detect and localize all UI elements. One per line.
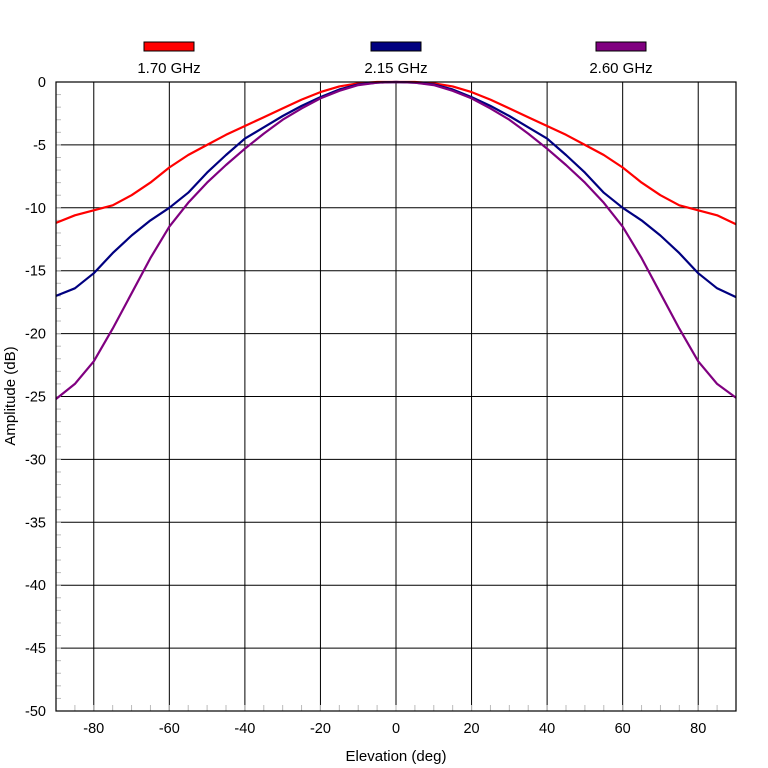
x-tick-label: -60 [159,721,180,737]
y-tick-label: 0 [38,75,46,91]
x-axis-title: Elevation (deg) [346,748,447,765]
plot-frame [55,81,737,712]
legend-swatch [370,41,422,52]
y-tick-label: -45 [25,641,46,657]
legend-swatch [595,41,647,52]
x-tick-labels: -80 -60 -40 -20 0 20 40 60 80 [83,721,706,737]
legend: 1.70 GHz 2.15 GHz 2.60 GHz [137,41,653,77]
x-tick-label: 40 [539,721,555,737]
x-tick-label: 60 [615,721,631,737]
x-tick-label: -80 [83,721,104,737]
x-tick-label: 20 [463,721,479,737]
x-tick-label: -40 [234,721,255,737]
y-tick-labels: 0 -5 -10 -15 -20 -25 -30 -35 -40 -45 -50 [25,75,46,720]
y-tick-label: -20 [25,327,46,343]
y-axis-title: Amplitude (dB) [2,346,19,445]
y-tick-label: -25 [25,390,46,406]
y-tick-label: -40 [25,578,46,594]
y-tick-label: -30 [25,452,46,468]
y-tick-label: -10 [25,201,46,217]
legend-swatch [143,41,195,52]
y-tick-label: -5 [33,138,46,154]
legend-label: 2.60 GHz [589,60,652,77]
y-tick-label: -35 [25,515,46,531]
legend-label: 2.15 GHz [364,60,427,77]
x-tick-label: 80 [690,721,706,737]
x-tick-label: 0 [392,721,400,737]
y-tick-label: -15 [25,264,46,280]
x-tick-label: -20 [310,721,331,737]
y-tick-label: -50 [25,704,46,720]
legend-label: 1.70 GHz [137,60,200,77]
